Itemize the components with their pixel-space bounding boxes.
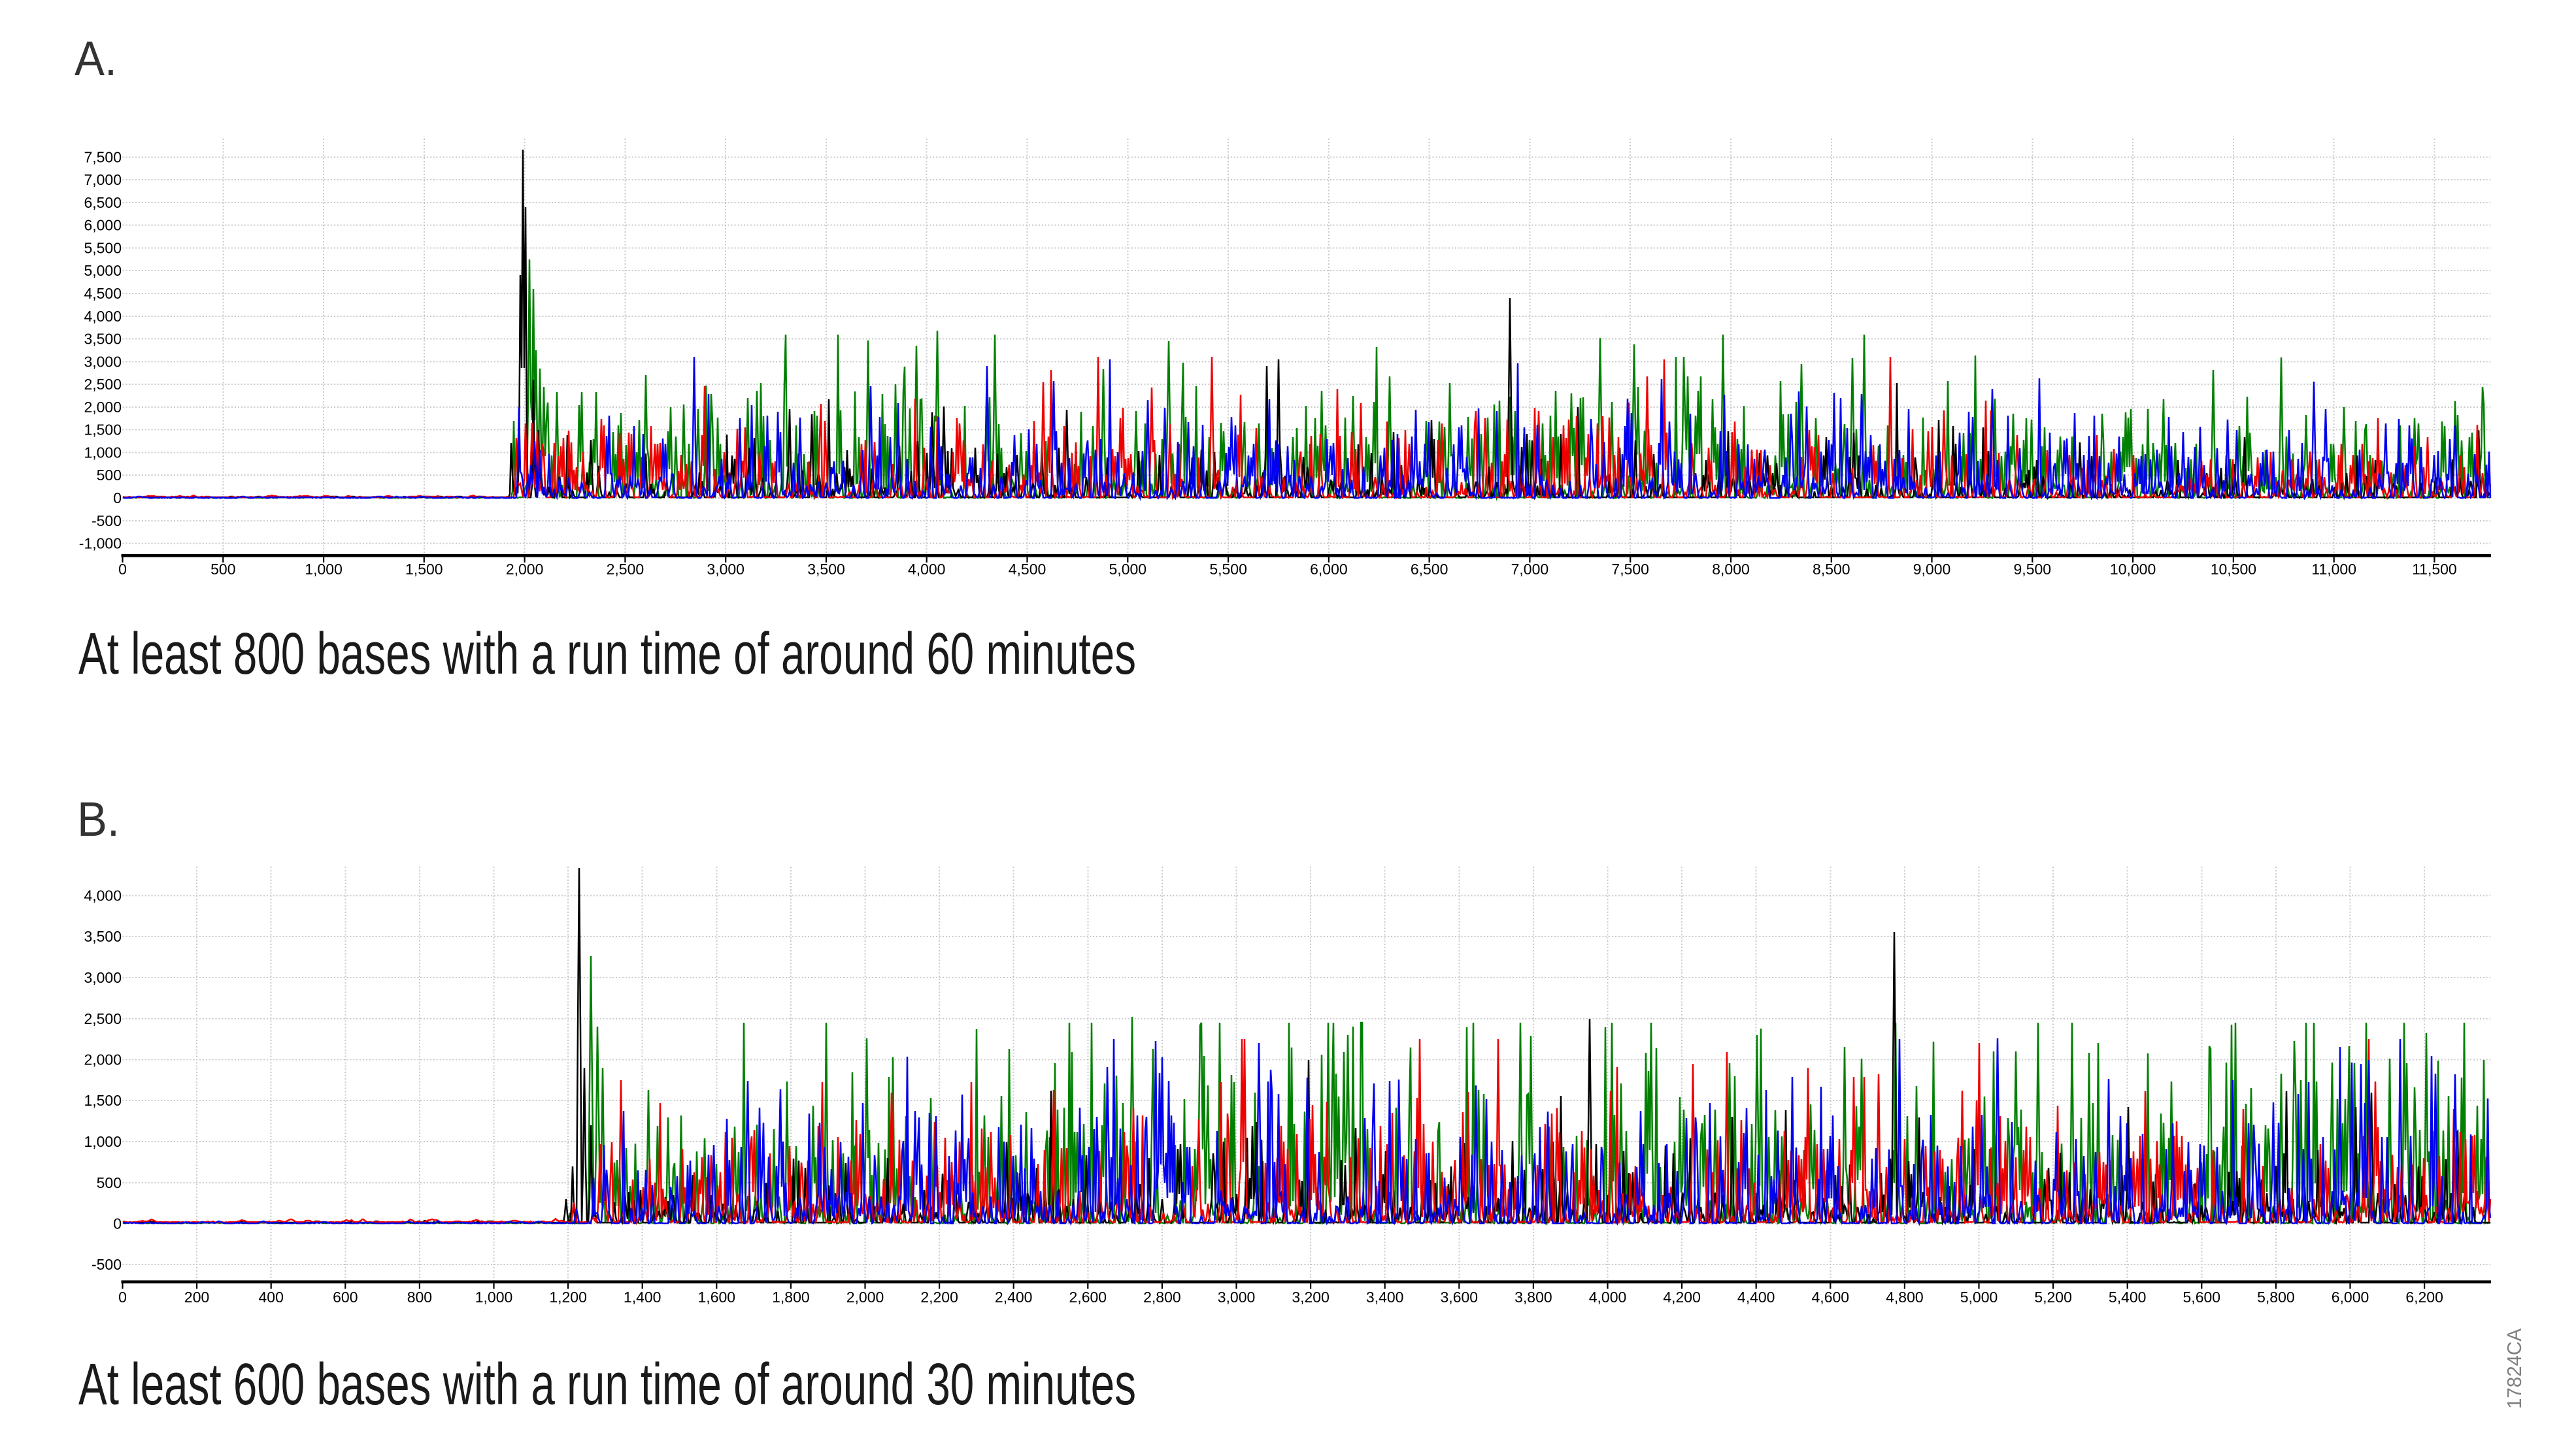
svg-text:1,000: 1,000 (84, 1133, 122, 1150)
svg-text:400: 400 (259, 1289, 284, 1306)
svg-text:2,000: 2,000 (84, 399, 122, 416)
svg-text:500: 500 (97, 1174, 122, 1191)
svg-text:4,800: 4,800 (1886, 1289, 1924, 1306)
svg-text:5,200: 5,200 (2034, 1289, 2072, 1306)
svg-text:3,000: 3,000 (1218, 1289, 1256, 1306)
svg-text:1,000: 1,000 (475, 1289, 513, 1306)
svg-text:6,000: 6,000 (2332, 1289, 2369, 1306)
svg-text:5,500: 5,500 (1209, 561, 1247, 578)
svg-text:A.: A. (75, 31, 117, 86)
svg-text:5,500: 5,500 (84, 239, 122, 256)
svg-text:9,500: 9,500 (2014, 561, 2052, 578)
svg-text:2,800: 2,800 (1143, 1289, 1181, 1306)
svg-text:2,500: 2,500 (84, 376, 122, 393)
svg-text:1,500: 1,500 (84, 421, 122, 438)
svg-text:-1,000: -1,000 (79, 535, 122, 552)
svg-text:1,400: 1,400 (624, 1289, 661, 1306)
svg-text:11,000: 11,000 (2311, 561, 2356, 578)
svg-text:0: 0 (113, 489, 122, 506)
svg-text:7,000: 7,000 (84, 171, 122, 188)
svg-text:11,500: 11,500 (2412, 561, 2457, 578)
svg-text:5,800: 5,800 (2257, 1289, 2295, 1306)
svg-text:3,500: 3,500 (84, 331, 122, 348)
svg-text:-500: -500 (92, 1256, 122, 1273)
svg-text:1,200: 1,200 (549, 1289, 587, 1306)
svg-text:6,500: 6,500 (84, 194, 122, 211)
svg-text:1,000: 1,000 (84, 444, 122, 461)
svg-text:-500: -500 (92, 512, 122, 529)
svg-text:8,500: 8,500 (1813, 561, 1850, 578)
svg-text:9,000: 9,000 (1913, 561, 1951, 578)
svg-text:600: 600 (333, 1289, 358, 1306)
svg-text:0: 0 (118, 561, 127, 578)
svg-text:2,000: 2,000 (506, 561, 544, 578)
svg-text:2,400: 2,400 (995, 1289, 1033, 1306)
svg-text:4,000: 4,000 (84, 887, 122, 904)
svg-text:2,600: 2,600 (1069, 1289, 1107, 1306)
svg-text:4,500: 4,500 (84, 285, 122, 302)
svg-text:4,000: 4,000 (908, 561, 946, 578)
svg-text:4,400: 4,400 (1737, 1289, 1775, 1306)
svg-text:2,200: 2,200 (920, 1289, 958, 1306)
svg-text:2,000: 2,000 (846, 1289, 884, 1306)
svg-text:5,000: 5,000 (1109, 561, 1147, 578)
svg-text:3,200: 3,200 (1292, 1289, 1330, 1306)
svg-text:6,000: 6,000 (84, 217, 122, 234)
svg-text:7,500: 7,500 (1611, 561, 1649, 578)
svg-text:7,500: 7,500 (84, 148, 122, 165)
svg-text:2,500: 2,500 (607, 561, 644, 578)
svg-text:B.: B. (77, 792, 120, 846)
svg-text:5,600: 5,600 (2183, 1289, 2221, 1306)
svg-text:5,400: 5,400 (2109, 1289, 2147, 1306)
svg-text:3,400: 3,400 (1366, 1289, 1404, 1306)
svg-text:1,500: 1,500 (405, 561, 443, 578)
svg-text:0: 0 (113, 1215, 122, 1232)
svg-text:800: 800 (407, 1289, 432, 1306)
svg-text:5,000: 5,000 (1960, 1289, 1998, 1306)
svg-text:0: 0 (118, 1289, 127, 1306)
svg-text:4,000: 4,000 (84, 308, 122, 325)
svg-text:3,800: 3,800 (1514, 1289, 1552, 1306)
svg-text:3,500: 3,500 (84, 928, 122, 945)
svg-text:1,000: 1,000 (305, 561, 343, 578)
svg-text:6,000: 6,000 (1310, 561, 1348, 578)
svg-text:10,500: 10,500 (2211, 561, 2256, 578)
svg-text:3,000: 3,000 (84, 969, 122, 986)
svg-text:17824CA: 17824CA (2503, 1328, 2526, 1409)
svg-text:4,500: 4,500 (1009, 561, 1046, 578)
svg-text:500: 500 (97, 467, 122, 484)
svg-text:4,200: 4,200 (1663, 1289, 1701, 1306)
svg-text:6,500: 6,500 (1411, 561, 1448, 578)
svg-text:4,000: 4,000 (1589, 1289, 1627, 1306)
svg-text:3,500: 3,500 (807, 561, 845, 578)
svg-text:200: 200 (184, 1289, 209, 1306)
svg-text:1,800: 1,800 (772, 1289, 810, 1306)
svg-text:7,000: 7,000 (1511, 561, 1549, 578)
svg-text:2,500: 2,500 (84, 1010, 122, 1027)
svg-text:2,000: 2,000 (84, 1051, 122, 1068)
svg-text:500: 500 (210, 561, 235, 578)
svg-text:3,000: 3,000 (707, 561, 744, 578)
svg-text:10,000: 10,000 (2110, 561, 2156, 578)
svg-text:8,000: 8,000 (1712, 561, 1750, 578)
svg-text:At least 800 bases with a run: At least 800 bases with a run time of ar… (78, 621, 1136, 687)
svg-text:6,200: 6,200 (2405, 1289, 2443, 1306)
svg-text:3,600: 3,600 (1441, 1289, 1479, 1306)
svg-text:At least 600 bases with a run: At least 600 bases with a run time of ar… (78, 1352, 1136, 1417)
svg-text:3,000: 3,000 (84, 353, 122, 370)
svg-text:5,000: 5,000 (84, 262, 122, 279)
svg-text:4,600: 4,600 (1812, 1289, 1850, 1306)
svg-text:1,500: 1,500 (84, 1092, 122, 1109)
svg-text:1,600: 1,600 (698, 1289, 736, 1306)
